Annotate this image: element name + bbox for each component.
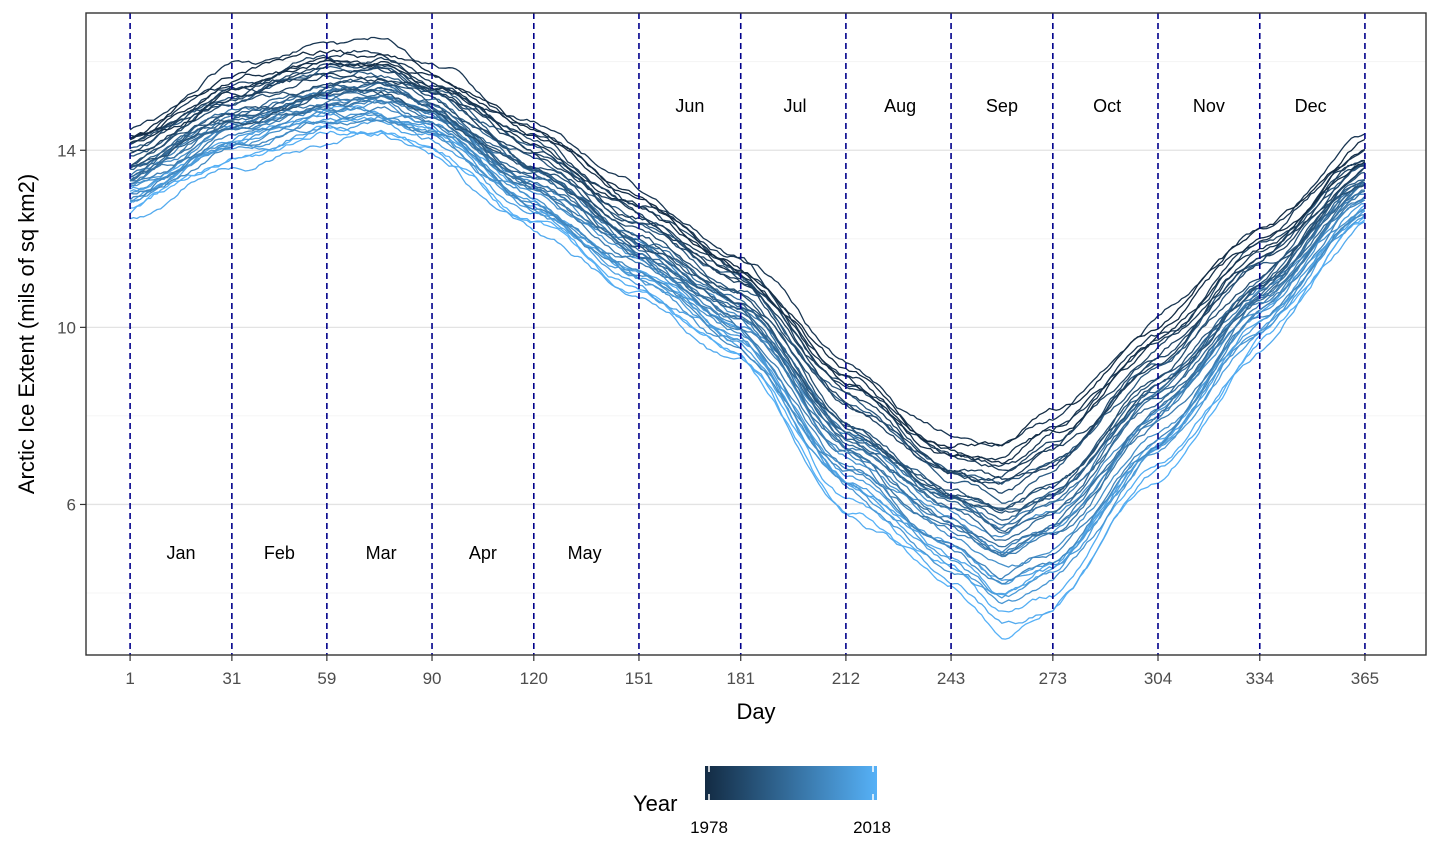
month-label-jan: Jan <box>166 543 195 563</box>
month-label-oct: Oct <box>1093 96 1121 116</box>
series-lines <box>129 36 1366 640</box>
month-label-nov: Nov <box>1193 96 1225 116</box>
month-label-jul: Jul <box>784 96 807 116</box>
month-label-sep: Sep <box>986 96 1018 116</box>
legend-title: Year <box>633 791 677 816</box>
series-line-year-1994 <box>130 84 1366 521</box>
month-labels: Jan Feb Mar Apr May Jun Jul Aug Sep Oct Nov Dec <box>166 96 1326 563</box>
series-line-year-1988 <box>129 75 1366 511</box>
series-line-year-1985 <box>129 65 1366 485</box>
x-tick-label: 59 <box>317 669 336 688</box>
x-tick-label: 243 <box>937 669 965 688</box>
month-boundary-lines <box>129 13 1366 655</box>
month-label-feb: Feb <box>264 543 295 563</box>
series-line-year-2010 <box>129 112 1366 605</box>
series-line-year-2012 <box>129 113 1365 585</box>
series-line-year-1978 <box>129 49 1366 449</box>
legend-colorbar <box>705 766 877 800</box>
x-tick-label: 273 <box>1039 669 1067 688</box>
month-label-dec: Dec <box>1295 96 1327 116</box>
legend-min-label: 1978 <box>690 818 728 837</box>
series-line-year-1984 <box>129 72 1366 480</box>
x-tick-label: 334 <box>1246 669 1274 688</box>
y-axis-title: Arctic Ice Extent (mils of sq km2) <box>14 174 39 494</box>
series-line-year-1991 <box>130 65 1366 485</box>
series-line-year-2006 <box>129 119 1365 585</box>
series-line-year-1980 <box>129 59 1366 461</box>
x-tick-label: 212 <box>832 669 860 688</box>
x-tick-label: 1 <box>125 669 134 688</box>
series-line-year-1999 <box>129 95 1365 548</box>
x-tick-label: 31 <box>222 669 241 688</box>
x-tick-label: 181 <box>727 669 755 688</box>
series-line-year-1981 <box>129 36 1366 447</box>
month-label-may: May <box>568 543 602 563</box>
y-tick-label: 10 <box>57 318 76 337</box>
series-line-year-1989 <box>129 88 1366 514</box>
x-tick-label: 120 <box>520 669 548 688</box>
x-tick-label: 90 <box>423 669 442 688</box>
series-line-year-1996 <box>129 81 1366 534</box>
x-axis-title: Day <box>736 699 775 724</box>
month-label-aug: Aug <box>884 96 916 116</box>
x-tick-label: 151 <box>625 669 653 688</box>
x-tick-label: 304 <box>1144 669 1172 688</box>
series-line-year-2002 <box>130 96 1366 556</box>
series-line-year-2000 <box>129 95 1365 556</box>
x-tick-label: 365 <box>1351 669 1379 688</box>
month-label-mar: Mar <box>366 543 397 563</box>
series-line-year-1979 <box>129 56 1366 465</box>
month-label-jun: Jun <box>675 96 704 116</box>
series-line-year-1990 <box>129 78 1365 510</box>
axes: 1 31 59 90 120 151 181 212 243 273 304 334 365 6 10 14 <box>57 141 1379 688</box>
year-legend: Year 1978 2018 <box>633 766 891 837</box>
series-line-year-2016 <box>129 130 1366 625</box>
series-line-year-2005 <box>130 106 1366 580</box>
panel-border <box>85 12 1427 656</box>
series-line-year-2011 <box>129 111 1366 599</box>
month-label-apr: Apr <box>469 543 497 563</box>
y-tick-label: 6 <box>67 495 76 514</box>
legend-max-label: 2018 <box>853 818 891 837</box>
series-line-year-2003 <box>129 98 1366 558</box>
y-tick-label: 14 <box>57 141 76 160</box>
